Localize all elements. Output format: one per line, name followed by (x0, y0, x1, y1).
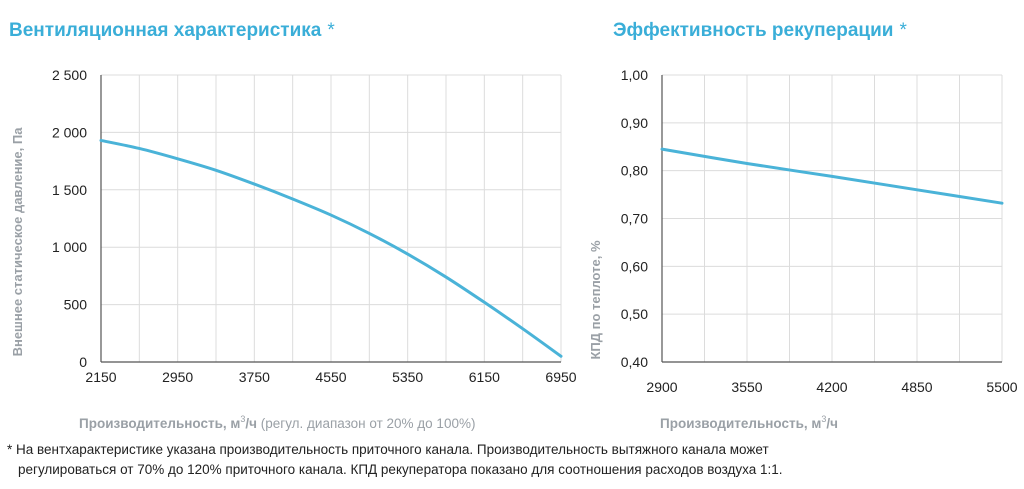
chart-title-ventilation: Вентиляционная характеристика * (9, 20, 335, 42)
footnote-line-2: регулироваться от 70% до 120% приточного… (18, 462, 783, 477)
x-tick-label: 4850 (901, 379, 932, 395)
series-line (660, 147, 1004, 205)
x-axis-label: Производительность, м3/ч (660, 414, 838, 431)
x-tick-label: 6950 (545, 369, 576, 385)
x-axis-label-part: 3 (240, 414, 245, 424)
title-text: Эффективность рекуперации (613, 20, 894, 41)
y-tick-label: 0 (79, 354, 87, 370)
x-axis-label: Производительность, м3/ч (регул. диапазо… (79, 414, 475, 431)
x-tick-label: 2950 (162, 369, 193, 385)
x-tick-label: 6150 (469, 369, 500, 385)
x-axis-label-part: /ч (826, 416, 838, 431)
x-tick-label: 5500 (986, 379, 1017, 395)
x-axis-label-part: Производительность (79, 416, 223, 431)
y-tick-label: 500 (64, 297, 88, 313)
asterisk-mark: * (899, 20, 907, 41)
footnote-line-1: * На вентхарактеристике указана производ… (7, 442, 769, 457)
y-tick-label: 2 500 (52, 67, 87, 83)
title-text: Вентиляционная характеристика (9, 20, 322, 41)
series-line (99, 138, 563, 358)
y-tick-label: 0,60 (621, 258, 648, 274)
x-axis-label-part: , м (223, 416, 241, 431)
y-axis-label: Внешнее статическое давление, Па (10, 127, 25, 357)
x-tick-label: 4200 (816, 379, 847, 395)
footnote: * На вентхарактеристике указана производ… (7, 440, 783, 480)
y-tick-label: 1,00 (621, 67, 648, 83)
x-axis-label-part: 3 (821, 414, 826, 424)
x-axis-label-part: , м (804, 416, 822, 431)
x-tick-label: 2900 (646, 379, 677, 395)
x-axis-label-part: Производительность (660, 416, 804, 431)
asterisk-mark: * (327, 20, 335, 41)
x-tick-label: 3550 (731, 379, 762, 395)
chart-title-recuperation: Эффективность рекуперации * (613, 20, 907, 42)
y-tick-label: 1 000 (52, 239, 87, 255)
x-axis-label-part: (регул. диапазон от 20% до 100%) (257, 416, 475, 431)
x-tick-label: 3750 (239, 369, 270, 385)
y-tick-label: 2 000 (52, 124, 87, 140)
x-tick-label: 2150 (85, 369, 116, 385)
x-tick-label: 4550 (315, 369, 346, 385)
y-tick-label: 0,80 (621, 163, 648, 179)
y-tick-label: 0,50 (621, 306, 648, 322)
y-tick-label: 0,90 (621, 115, 648, 131)
x-tick-label: 5350 (392, 369, 423, 385)
y-tick-label: 0,40 (621, 354, 648, 370)
x-axis-label-part: /ч (245, 416, 257, 431)
y-tick-label: 1 500 (52, 182, 87, 198)
y-tick-label: 0,70 (621, 211, 648, 227)
y-axis-label: КПД по теплоте, % (588, 240, 603, 360)
